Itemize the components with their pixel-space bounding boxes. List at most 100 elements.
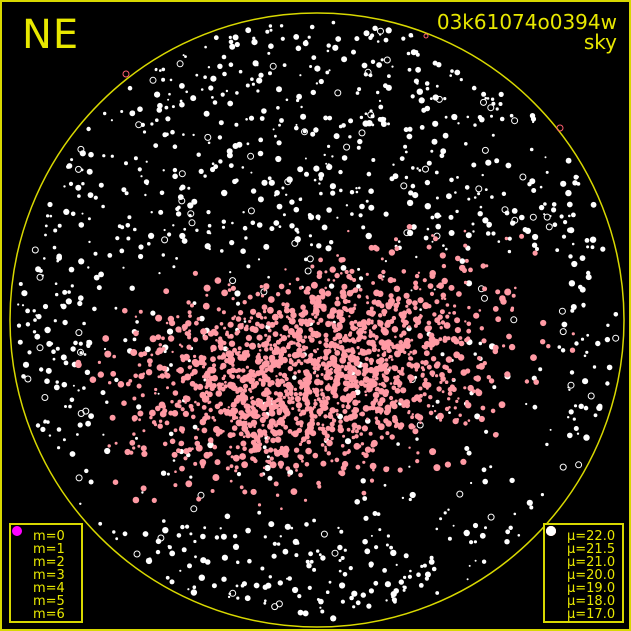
star: [278, 123, 281, 127]
star: [350, 324, 356, 331]
star: [294, 351, 301, 358]
star: [122, 307, 128, 314]
star: [126, 236, 131, 241]
star: [309, 299, 316, 305]
star: [341, 283, 348, 290]
star: [279, 333, 283, 337]
star: [165, 321, 169, 325]
star: [415, 459, 420, 464]
star: [307, 317, 313, 324]
star: [158, 209, 164, 215]
star: [435, 527, 439, 531]
star: [299, 74, 302, 77]
star: [318, 553, 322, 557]
star: [336, 313, 342, 320]
star: [140, 122, 145, 127]
star: [368, 204, 375, 211]
star: [46, 214, 50, 218]
star: [342, 298, 349, 304]
star: [222, 352, 226, 355]
star: [368, 35, 373, 40]
star: [242, 300, 247, 305]
star: [391, 326, 399, 333]
star: [566, 201, 573, 208]
star: [282, 395, 286, 399]
image-identifier: 03k61074o0394w sky: [437, 12, 617, 52]
star: [477, 192, 481, 196]
star: [449, 74, 453, 77]
star: [284, 392, 290, 397]
star: [567, 416, 570, 419]
star: [53, 384, 60, 391]
star: [333, 329, 337, 333]
star: [263, 360, 270, 367]
star: [297, 369, 301, 374]
star: [161, 365, 168, 372]
star: [169, 363, 173, 367]
star: [419, 125, 425, 130]
star: [310, 264, 315, 269]
star: [340, 444, 345, 448]
star: [52, 357, 56, 361]
star: [316, 312, 320, 316]
star: [284, 268, 287, 271]
star: [485, 231, 491, 236]
star: [25, 308, 30, 314]
star: [220, 382, 224, 386]
star: [82, 321, 86, 326]
star: [229, 271, 232, 274]
star: [161, 404, 166, 409]
star: [224, 513, 231, 520]
star: [271, 313, 279, 321]
star: [258, 323, 263, 328]
star: [426, 320, 432, 326]
star: [332, 279, 336, 282]
star: [443, 97, 447, 101]
star: [383, 211, 389, 217]
star: [410, 49, 417, 56]
star: [447, 508, 450, 511]
star: [545, 442, 549, 447]
star: [329, 354, 337, 362]
star: [338, 569, 342, 573]
star: [312, 518, 316, 523]
star: [410, 338, 414, 342]
star: [583, 405, 589, 411]
star: [238, 431, 244, 437]
star: [467, 197, 471, 201]
star: [432, 94, 439, 101]
star: [403, 127, 409, 133]
star: [217, 135, 223, 140]
star: [439, 309, 445, 315]
star: [309, 294, 315, 301]
star: [70, 158, 74, 162]
star: [340, 272, 343, 275]
star: [297, 408, 301, 412]
star: [365, 199, 369, 203]
star: [207, 141, 211, 145]
star: [232, 454, 240, 462]
star: [368, 333, 373, 338]
star: [540, 319, 547, 327]
star: [351, 429, 355, 434]
star: [401, 269, 407, 274]
star: [284, 376, 289, 382]
star: [405, 298, 413, 305]
star: [190, 303, 194, 308]
star: [279, 24, 284, 28]
star: [208, 247, 211, 251]
star: [178, 170, 186, 178]
star: [231, 432, 236, 438]
star: [380, 58, 384, 62]
star: [180, 379, 185, 384]
star: [504, 539, 510, 545]
star: [104, 350, 112, 358]
star: [85, 420, 91, 427]
star: [356, 336, 362, 342]
star: [299, 197, 303, 200]
star: [589, 236, 597, 243]
magnitude-label: m=0: [33, 529, 65, 544]
star: [481, 91, 487, 97]
star: [447, 397, 451, 401]
star: [436, 412, 444, 420]
